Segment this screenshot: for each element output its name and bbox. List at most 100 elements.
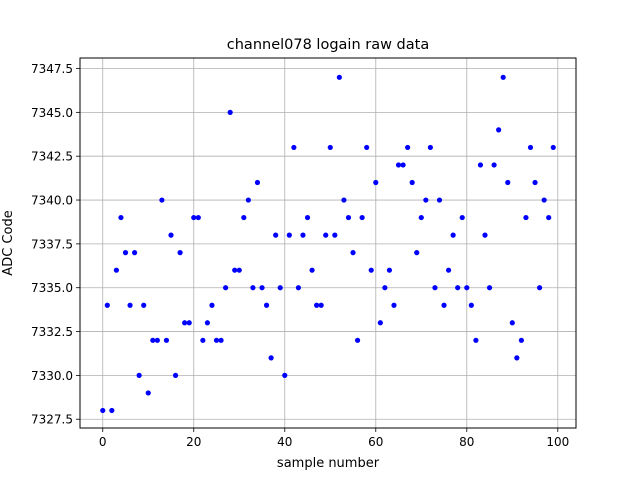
data-point — [286, 232, 292, 238]
data-point — [254, 179, 261, 186]
data-point — [182, 320, 188, 326]
data-point — [177, 250, 183, 256]
data-point — [414, 250, 420, 256]
data-point — [336, 74, 342, 80]
chart-title: channel078 logain raw data — [227, 37, 429, 53]
data-point — [450, 232, 456, 238]
data-point — [364, 144, 370, 151]
data-point — [314, 302, 320, 308]
y-tick-label: 7337.5 — [31, 237, 73, 251]
data-point — [127, 302, 133, 308]
data-point — [218, 337, 224, 343]
data-point — [109, 407, 115, 414]
data-point — [441, 302, 447, 308]
data-point — [409, 179, 415, 186]
data-point — [209, 302, 215, 308]
data-point — [427, 144, 433, 151]
y-tick-label: 7347.5 — [31, 62, 73, 76]
data-point — [468, 302, 474, 308]
data-point — [223, 285, 229, 291]
data-points — [100, 74, 556, 414]
plot-area — [80, 58, 576, 428]
y-axis-label: ADC Code — [1, 210, 16, 275]
plot-frame — [79, 57, 577, 429]
x-axis-label: sample number — [277, 456, 380, 471]
grid-lines — [80, 58, 576, 428]
data-point — [541, 197, 547, 203]
data-point — [200, 337, 206, 343]
data-point — [282, 372, 288, 378]
data-point — [418, 214, 424, 221]
data-point — [527, 144, 534, 151]
data-point — [400, 162, 406, 168]
data-point — [172, 372, 179, 378]
data-point — [391, 302, 397, 308]
data-point — [491, 162, 497, 168]
x-tick-label: 0 — [99, 435, 107, 449]
y-axis-ticks: 7327.5 7330.0 7332.5 7335.0 7337.5 7340.0 7342… — [31, 62, 80, 427]
data-point — [232, 267, 238, 273]
data-point — [236, 267, 242, 273]
data-point — [323, 232, 329, 238]
data-point — [445, 267, 452, 273]
y-tick-label: 7335.0 — [31, 281, 73, 295]
data-point — [368, 267, 374, 273]
data-point — [536, 285, 543, 291]
data-point — [327, 144, 333, 151]
x-tick-label: 80 — [459, 435, 474, 449]
x-tick-label: 100 — [546, 435, 569, 449]
data-point — [263, 302, 270, 308]
data-point — [145, 390, 151, 396]
y-tick-label: 7330.0 — [31, 369, 73, 383]
data-point — [136, 372, 142, 378]
data-point — [300, 232, 306, 238]
data-point — [464, 285, 470, 291]
data-point — [505, 179, 511, 186]
data-point — [163, 337, 170, 343]
data-point — [291, 144, 297, 151]
data-point — [341, 197, 347, 203]
data-point — [100, 407, 106, 414]
data-point — [423, 197, 429, 203]
data-point — [213, 337, 220, 343]
data-point — [122, 250, 129, 256]
data-point — [191, 214, 197, 221]
data-point — [550, 144, 556, 151]
data-point — [132, 250, 138, 256]
data-point — [195, 214, 201, 221]
data-point — [477, 162, 484, 168]
data-point — [496, 127, 502, 133]
data-point — [159, 197, 165, 203]
data-point — [509, 320, 515, 326]
data-point — [154, 337, 160, 343]
y-tick-label: 7342.5 — [31, 150, 73, 164]
data-point — [518, 337, 524, 343]
data-point — [309, 267, 315, 273]
x-tick-label: 20 — [186, 435, 201, 449]
data-point — [113, 267, 120, 273]
data-point — [436, 197, 443, 203]
data-point — [277, 285, 283, 291]
data-point — [250, 285, 256, 291]
x-tick-label: 60 — [368, 435, 383, 449]
data-point — [473, 337, 479, 343]
data-point — [227, 109, 233, 115]
data-point — [345, 214, 352, 221]
data-point — [546, 214, 552, 221]
data-point — [373, 179, 379, 186]
data-point — [482, 232, 488, 238]
y-tick-label: 7340.0 — [31, 194, 73, 208]
data-point — [241, 214, 247, 221]
data-point — [204, 320, 211, 326]
data-point — [523, 214, 529, 221]
data-point — [332, 232, 338, 238]
data-point — [500, 74, 506, 80]
data-point — [168, 232, 174, 238]
data-point — [532, 179, 538, 186]
data-point — [359, 214, 365, 221]
x-tick-label: 40 — [277, 435, 292, 449]
data-point — [318, 302, 324, 308]
data-point — [295, 285, 302, 291]
data-point — [118, 214, 124, 221]
